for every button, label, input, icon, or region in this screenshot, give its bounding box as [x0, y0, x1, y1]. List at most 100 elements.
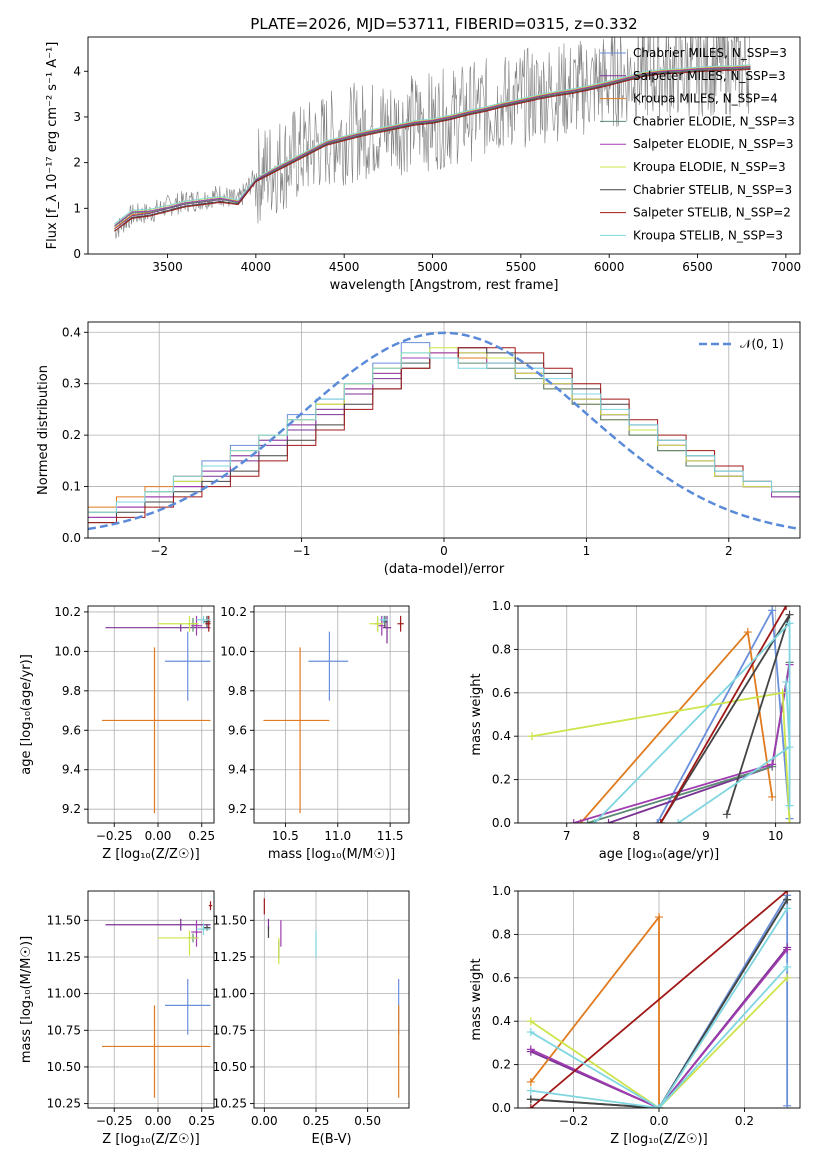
mass-weight-marker [526, 1045, 535, 1054]
y-axis-label: Normed distribution [36, 365, 51, 495]
model-spectrum-line [114, 67, 751, 227]
y-tick-label: 0.0 [492, 1101, 511, 1115]
x-tick-label: 0.00 [145, 1114, 172, 1128]
mass-weight-marker [722, 810, 731, 819]
x-axis-label: age [log₁₀(age/yr)] [599, 847, 720, 862]
legend-label: Kroupa MILES, N_SSP=4 [633, 92, 778, 106]
y-tick-label: 11.00 [47, 987, 81, 1001]
legend-label: Salpeter MILES, N_SSP=3 [633, 69, 786, 83]
y-tick-label: 0 [73, 247, 81, 261]
x-tick-label: 10.5 [272, 829, 299, 843]
x-tick-label: −2 [150, 544, 168, 558]
y-tick-label: 0.1 [62, 480, 81, 494]
y-axis-label: mass [log₁₀(M/M☉)] [19, 936, 34, 1063]
y-tick-label: 10.50 [213, 1060, 247, 1074]
mass-weight-marker [783, 962, 792, 971]
mass-weight-marker [653, 819, 662, 823]
y-tick-label: 0.2 [492, 1058, 511, 1072]
y-tick-label: 4 [73, 64, 81, 78]
y-tick-label: 10.0 [54, 644, 81, 658]
x-tick-label: 0.25 [188, 829, 215, 843]
x-tick-label: 0 [440, 544, 448, 558]
x-axis-label: Z [log₁₀(Z/Z☉)] [102, 847, 199, 862]
y-tick-label: 10.2 [54, 605, 81, 619]
y-tick-label: 9.8 [228, 684, 247, 698]
x-tick-label: 0.25 [188, 1114, 215, 1128]
model-spectrum-line [114, 66, 751, 227]
x-axis-label: Z [log₁₀(Z/Z☉)] [102, 1132, 199, 1147]
x-axis-label: E(B-V) [311, 1132, 351, 1147]
mass-weight-line [530, 891, 788, 1108]
mass-weight-line [659, 606, 787, 823]
y-tick-label: 1 [73, 201, 81, 215]
mass-weight-marker [768, 792, 777, 801]
y-axis-label: mass weight [469, 958, 484, 1040]
mass-weight-marker [768, 760, 777, 769]
mass-weight-marker [674, 819, 683, 823]
mass-weight-marker [783, 891, 792, 895]
x-tick-label: 8 [633, 829, 641, 843]
y-axis-label: mass weight [469, 673, 484, 755]
y-tick-label: 9.6 [228, 723, 247, 737]
y-tick-label: 0.3 [62, 377, 81, 391]
legend-label: Chabrier ELODIE, N_SSP=3 [633, 114, 795, 128]
legend-label: Salpeter STELIB, N_SSP=2 [633, 206, 791, 220]
mass-weight-marker [527, 732, 536, 741]
mass-weight-line [530, 977, 788, 1108]
y-tick-label: 9.4 [62, 763, 81, 777]
residual-histogram-line [88, 352, 800, 513]
x-tick-label: 4000 [241, 260, 272, 274]
weight-vs-age-panel: 7 8 9 10 0.0 0.2 0.4 0.6 0.8 1.0 age [log₁₀(age/yr… [469, 599, 801, 862]
mass-weight-marker [785, 801, 794, 810]
y-tick-label: 9.8 [62, 684, 81, 698]
mass-weight-line [530, 899, 788, 1108]
legend-label: Kroupa ELODIE, N_SSP=3 [633, 160, 786, 174]
residuals-panel: 𝒩(0, 1) −2 −1 0 1 2 0.0 0.1 0.2 0.3 0.4 (data-model… [36, 321, 801, 577]
y-tick-label: 9.2 [62, 802, 81, 816]
mass-weight-line [530, 949, 788, 1108]
y-tick-label: 0.0 [62, 531, 81, 545]
x-tick-label: 6500 [682, 260, 713, 274]
x-tick-label: 5000 [417, 260, 448, 274]
x-tick-label: 0.25 [303, 1114, 330, 1128]
y-tick-label: 10.50 [47, 1060, 81, 1074]
mass-weight-line [530, 907, 788, 1108]
mass-weight-line [530, 966, 788, 1108]
mass-weight-marker [526, 1095, 535, 1104]
mass-weight-marker [768, 606, 777, 615]
mass-weight-line [573, 664, 791, 823]
weight-vs-metallicity-panel: −0.2 0.0 0.2 0.0 0.2 0.4 0.6 0.8 1.0 Z [log₁₀(Z/Z… [469, 884, 801, 1147]
y-tick-label: 9.6 [62, 723, 81, 737]
x-axis-label: wavelength [Angstrom, rest frame] [330, 278, 559, 293]
x-tick-label: 6000 [594, 260, 625, 274]
y-tick-label: 10.2 [220, 605, 247, 619]
legend-label: Salpeter ELODIE, N_SSP=3 [633, 137, 794, 151]
mass-weight-marker [785, 819, 794, 823]
plot-area [102, 901, 213, 1098]
y-tick-label: 0.0 [492, 816, 511, 830]
mass-weight-marker [782, 606, 791, 610]
y-tick-label: 0.2 [492, 773, 511, 787]
mass-weight-marker [526, 1017, 535, 1026]
mass-weight-marker [785, 610, 794, 619]
mass-weight-marker [526, 1077, 535, 1086]
x-tick-label: 9 [702, 829, 710, 843]
mass-weight-marker [526, 1086, 535, 1095]
mass-weight-line [531, 691, 791, 823]
x-axis-label: Z [log₁₀(Z/Z☉)] [610, 1132, 707, 1147]
mass-weight-marker [655, 913, 663, 922]
mass-weight-marker [783, 904, 792, 913]
plot-area [263, 615, 404, 814]
mass-weight-marker [583, 819, 592, 823]
mass-weight-marker [526, 1028, 535, 1037]
mass-weight-marker [785, 619, 794, 628]
mass-weight-marker [604, 819, 613, 823]
y-tick-label: 0.6 [492, 686, 511, 700]
mass-vs-ebv-panel: 0.00 0.25 0.50 10.25 10.50 10.75 11.00 11.25 11.… [213, 890, 410, 1147]
x-tick-label: 0.2 [735, 1114, 754, 1128]
model-spectrum-line [114, 64, 751, 225]
mass-weight-marker [783, 1101, 792, 1108]
y-tick-label: 0.4 [492, 1014, 511, 1028]
x-axis-label: (data-model)/error [384, 562, 505, 577]
y-tick-label: 0.2 [62, 428, 81, 442]
